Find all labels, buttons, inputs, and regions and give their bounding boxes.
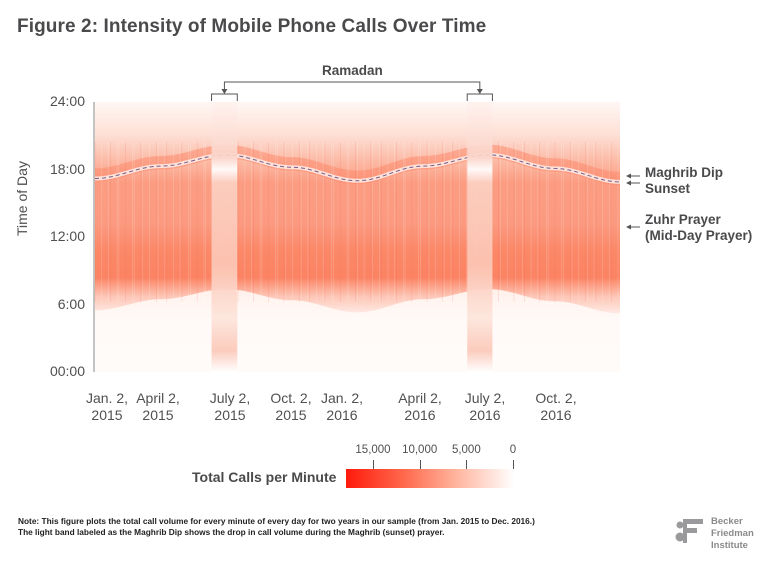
ramadan-column-1 xyxy=(211,102,238,372)
y-tick-label: 18:00 xyxy=(49,160,85,177)
note-line1: Note: This figure plots the total call v… xyxy=(18,516,535,526)
y-tick-label: 00:00 xyxy=(49,363,85,379)
y-tick-label: 6:00 xyxy=(57,295,85,312)
ramadan-arrow-icon xyxy=(476,89,483,94)
annotation-maghrib: Maghrib Dip Sunset xyxy=(645,165,723,197)
bfi-logo-text: Becker Friedman Institute xyxy=(711,516,754,552)
x-tick-line1: July 2, xyxy=(209,390,251,406)
x-tick-line2: 2016 xyxy=(404,407,436,423)
y-tick-label: 12:00 xyxy=(49,228,85,244)
x-tick-label: Oct. 2, 2016 xyxy=(516,390,596,424)
x-tick-line2: 2016 xyxy=(469,407,501,423)
annotation-zuhr-line1: Zuhr Prayer xyxy=(645,212,721,227)
ramadan-period-bracket xyxy=(211,93,238,101)
bfi-logo-icon xyxy=(675,519,703,543)
annotation-zuhr: Zuhr Prayer (Mid-Day Prayer) xyxy=(645,212,752,244)
x-tick-label: April 2, 2015 xyxy=(118,390,198,424)
colorbar-title: Total Calls per Minute xyxy=(192,469,337,485)
logo-line2: Friedman xyxy=(711,528,754,539)
colorbar xyxy=(346,469,514,488)
sunset-arrow-icon-head xyxy=(626,180,631,186)
note-line2: The light band labeled as the Maghrib Di… xyxy=(18,527,445,537)
plot-area xyxy=(94,102,621,372)
x-tick-label: July 2, 2016 xyxy=(445,390,525,424)
x-tick-line1: Oct. 2, xyxy=(270,390,312,406)
logo-line1: Becker xyxy=(711,516,743,527)
colorbar-tick-label: 5,000 xyxy=(451,444,481,456)
zuhr-arrow-icon-head xyxy=(626,224,631,230)
x-tick-label: Jan. 2, 2016 xyxy=(302,390,382,424)
ramadan-label: Ramadan xyxy=(322,63,383,78)
logo-line3: Institute xyxy=(711,540,748,551)
x-tick-line1: Jan. 2, xyxy=(320,390,364,406)
x-tick-line2: 2016 xyxy=(540,407,572,423)
x-tick-label: April 2, 2016 xyxy=(380,390,460,424)
colorbar-tick xyxy=(419,460,421,469)
ramadan-period-bracket xyxy=(466,93,493,101)
x-tick-line1: July 2, xyxy=(464,390,506,406)
ramadan-bracket xyxy=(211,81,493,101)
x-tick-line1: April 2, xyxy=(398,390,442,406)
annotation-maghrib-line2: Sunset xyxy=(645,181,691,196)
maghrib-arrow-icon-head xyxy=(626,173,631,179)
figure-title: Figure 2: Intensity of Mobile Phone Call… xyxy=(17,16,487,37)
ramadan-arrow-icon xyxy=(221,89,228,94)
colorbar-tick-label: 0 xyxy=(509,444,517,456)
figure-note: Note: This figure plots the total call v… xyxy=(18,516,535,538)
x-tick-label: Jan. 2, 2015 xyxy=(67,390,147,424)
x-tick-line1: Jan. 2, xyxy=(85,390,129,406)
x-tick-line2: 2015 xyxy=(275,407,307,423)
x-tick-line2: 2015 xyxy=(142,407,174,423)
y-axis-label: Time of Day xyxy=(14,161,30,236)
x-tick-line2: 2015 xyxy=(214,407,246,423)
annotation-maghrib-line1: Maghrib Dip xyxy=(645,165,723,180)
colorbar-tick xyxy=(513,460,514,469)
annotation-zuhr-line2: (Mid-Day Prayer) xyxy=(645,228,753,243)
ramadan-bracket-line xyxy=(223,81,481,91)
colorbar-tick-label: 15,000 xyxy=(355,444,391,456)
colorbar-tick xyxy=(373,460,374,469)
y-tick-label: 24:00 xyxy=(49,93,85,109)
x-tick-line2: 2015 xyxy=(91,407,123,423)
colorbar-tick xyxy=(466,460,468,469)
annotation-arrows xyxy=(626,173,640,230)
maghrib-dashed-line xyxy=(94,154,621,183)
x-tick-line1: Oct. 2, xyxy=(535,390,577,406)
x-tick-label: July 2, 2015 xyxy=(190,390,270,424)
x-tick-label: Oct. 2, 2015 xyxy=(251,390,331,424)
colorbar-tick-label: 10,000 xyxy=(402,444,438,456)
x-tick-line1: April 2, xyxy=(136,390,180,406)
ramadan-column-2 xyxy=(467,102,493,372)
x-tick-line2: 2016 xyxy=(326,407,358,423)
